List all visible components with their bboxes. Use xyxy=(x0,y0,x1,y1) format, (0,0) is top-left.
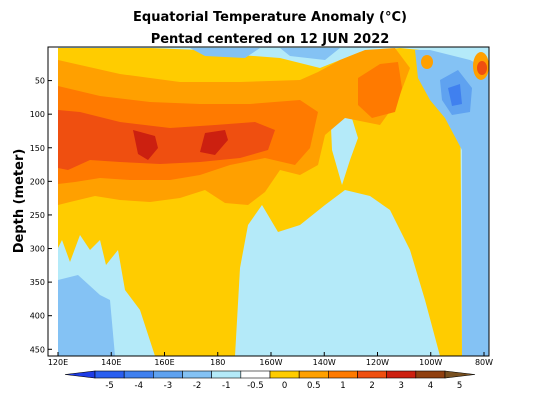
field-max-2 xyxy=(200,130,228,155)
colorbar-label: 1 xyxy=(340,381,345,391)
field-east-warm-spot xyxy=(421,55,433,69)
colorbar-swatch xyxy=(415,370,446,379)
colorbar-label: 0.5 xyxy=(307,381,321,391)
colorbar-high-arrow xyxy=(444,370,476,379)
field-core-red-orange xyxy=(58,110,275,170)
colorbar-swatch xyxy=(94,370,125,379)
field-patch-east xyxy=(358,62,402,118)
field-max-1 xyxy=(133,130,158,160)
colorbar-swatch xyxy=(211,370,242,379)
y-tick-label: 300 xyxy=(30,245,45,254)
x-tick-label: 120W xyxy=(366,358,389,367)
field-lower-left-cool xyxy=(58,275,115,356)
y-tick-label: 50 xyxy=(35,77,45,86)
colorbar-swatch xyxy=(269,370,300,379)
colorbar-swatch xyxy=(240,370,271,379)
y-tick-label: 400 xyxy=(30,312,45,321)
colorbar-label: 4 xyxy=(428,381,433,391)
y-tick-label: 350 xyxy=(30,278,45,287)
x-tick-label: 160E xyxy=(154,358,174,367)
colorbar-label: -5 xyxy=(105,381,113,391)
colorbar-label: -0.5 xyxy=(247,381,264,391)
x-tick-label: 120E xyxy=(48,358,68,367)
colorbar-swatch xyxy=(357,370,387,379)
field-east-warm-core xyxy=(477,61,487,75)
x-tick-label: 180 xyxy=(210,358,225,367)
y-tick-label: 250 xyxy=(30,211,45,220)
x-tick-label: 80W xyxy=(475,358,493,367)
y-tick-label: 200 xyxy=(30,177,45,186)
colorbar-label: -2 xyxy=(193,381,201,391)
field-east-coldest xyxy=(448,84,462,106)
colorbar-label: -1 xyxy=(222,381,230,391)
colorbar-label: 2 xyxy=(369,381,374,391)
colorbar-label: 0 xyxy=(282,381,287,391)
colorbar-swatch xyxy=(386,370,417,379)
field-east-cool xyxy=(330,105,358,185)
colorbar-label: -3 xyxy=(164,381,172,391)
plot-frame xyxy=(47,46,490,357)
y-axis-label: Depth (meter) xyxy=(12,149,27,254)
heatmap-field xyxy=(48,47,489,356)
colorbar-swatch xyxy=(328,370,358,379)
chart-title: Equatorial Temperature Anomaly (°C) xyxy=(133,10,407,25)
field-north-cold-2 xyxy=(280,48,340,60)
x-tick-label: 160W xyxy=(259,358,282,367)
field-north-cold xyxy=(190,48,260,58)
colorbar-swatch xyxy=(123,370,154,379)
field-west-edge xyxy=(48,47,58,356)
colorbar-label: -4 xyxy=(135,381,143,391)
y-tick-label: 150 xyxy=(30,144,45,153)
colorbar-low-arrow xyxy=(64,370,96,379)
y-tick-label: 450 xyxy=(30,345,45,354)
chart-subtitle: Pentad centered on 12 JUN 2022 xyxy=(151,32,390,47)
y-tick-label: 100 xyxy=(30,110,45,119)
x-tick-label: 100W xyxy=(419,358,442,367)
colorbar-label: 3 xyxy=(399,381,404,391)
colorbar-swatch xyxy=(182,370,212,379)
field-east-cold xyxy=(415,50,489,356)
colorbar-swatch xyxy=(153,370,183,379)
x-tick-label: 140W xyxy=(313,358,336,367)
colorbar-swatch xyxy=(298,370,329,379)
x-tick-label: 140E xyxy=(101,358,121,367)
colorbar-label: 5 xyxy=(457,381,462,391)
